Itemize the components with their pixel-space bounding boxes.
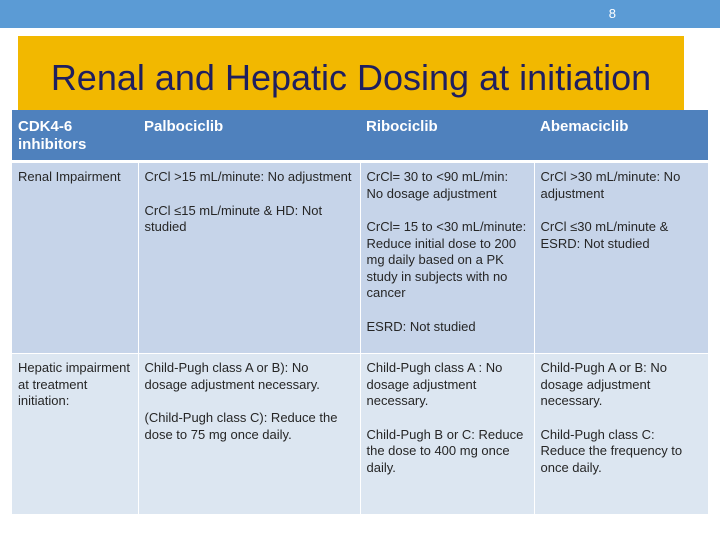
- cell-text: CrCl= 15 to <30 mL/minute: Reduce initia…: [366, 219, 527, 300]
- cell-text: CrCl >15 mL/minute: No adjustment: [144, 169, 352, 184]
- cell-hepatic-abemaciclib: Child-Pugh A or B: No dosage adjustment …: [534, 353, 709, 514]
- cell-text: CrCl= 30 to <90 mL/min: No dosage adjust…: [366, 169, 509, 201]
- header-ribociclib: Ribociclib: [360, 110, 534, 163]
- cell-renal-abemaciclib: CrCl >30 mL/minute: No adjustment CrCl ≤…: [534, 161, 709, 354]
- cell-hepatic-ribociclib: Child-Pugh class A : No dosage adjustmen…: [360, 353, 535, 514]
- cell-hepatic-palbociclib: Child-Pugh class A or B): No dosage adju…: [138, 353, 361, 514]
- row-label-renal: Renal Impairment: [12, 161, 139, 354]
- cell-text: Child-Pugh class A : No dosage adjustmen…: [366, 360, 503, 408]
- table-header-row: CDK4-6 inhibitors Palbociclib Ribociclib…: [12, 110, 708, 163]
- title-banner: [18, 36, 684, 110]
- dosing-table: CDK4-6 inhibitors Palbociclib Ribociclib…: [12, 110, 709, 514]
- cell-text: ESRD: Not studied: [366, 318, 476, 334]
- page-number: 8: [608, 6, 616, 21]
- cell-text: CrCl >30 mL/minute: No adjustment: [540, 169, 681, 201]
- header-palbociclib: Palbociclib: [138, 110, 360, 163]
- table-row-hepatic: Hepatic impairment at treatment initiati…: [12, 353, 709, 514]
- cell-renal-palbociclib: CrCl >15 mL/minute: No adjustment CrCl ≤…: [138, 161, 361, 354]
- header-abemaciclib: Abemaciclib: [534, 110, 708, 163]
- slide-title: Renal and Hepatic Dosing at initiation: [50, 57, 652, 98]
- cell-text: CrCl ≤30 mL/minute & ESRD: Not studied: [540, 219, 669, 251]
- cell-text: Child-Pugh class A or B): No dosage adju…: [144, 360, 320, 392]
- cell-text: Child-Pugh class C: Reduce the frequency…: [540, 426, 683, 475]
- cell-text: (Child-Pugh class C): Reduce the dose to…: [144, 410, 338, 442]
- row-label-hepatic: Hepatic impairment at treatment initiati…: [12, 353, 139, 514]
- cell-text: CrCl ≤15 mL/minute & HD: Not studied: [144, 202, 323, 235]
- cell-renal-ribociclib: CrCl= 30 to <90 mL/min: No dosage adjust…: [360, 161, 535, 354]
- cell-text: Child-Pugh A or B: No dosage adjustment …: [540, 360, 667, 408]
- cell-text: Child-Pugh B or C: Reduce the dose to 40…: [366, 426, 524, 475]
- top-bar: 8: [0, 0, 720, 28]
- header-drug-class: CDK4-6 inhibitors: [12, 110, 138, 163]
- table-row-renal: Renal Impairment CrCl >15 mL/minute: No …: [12, 161, 709, 354]
